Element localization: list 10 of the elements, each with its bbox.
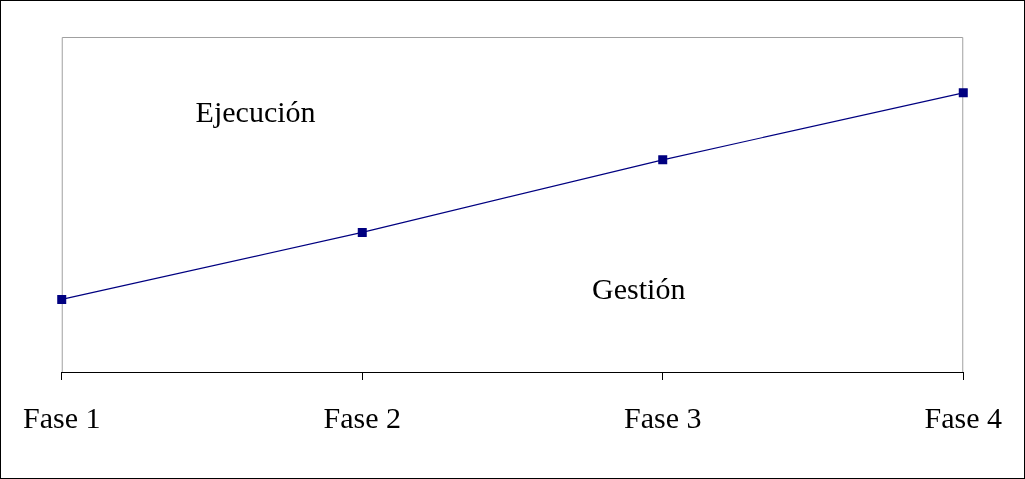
point <box>57 294 67 304</box>
x-tick-label: Fase 3 <box>624 400 702 434</box>
point <box>658 155 668 165</box>
x-tick-label: Fase 1 <box>23 400 101 434</box>
point <box>958 88 968 98</box>
x-tick-label: Fase 2 <box>323 400 401 434</box>
point <box>357 227 367 237</box>
annotation: Ejecución <box>195 94 316 128</box>
annotation: Gestión <box>592 272 686 306</box>
x-tick-label: Fase 4 <box>924 400 1002 434</box>
